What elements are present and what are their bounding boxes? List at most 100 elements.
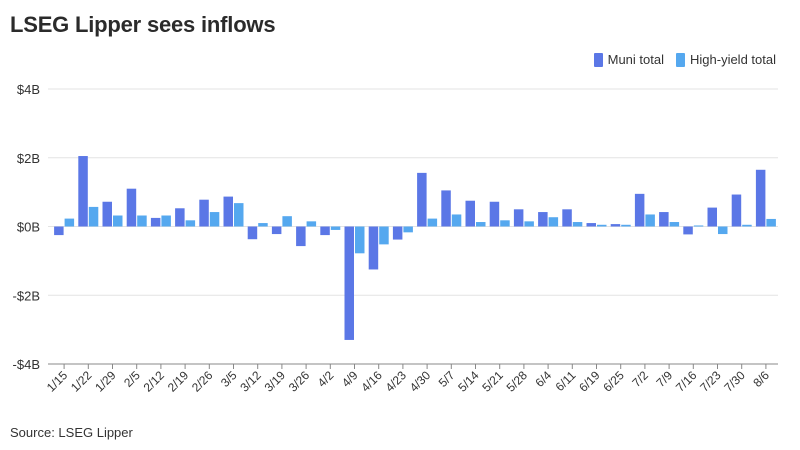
bar-muni-2-19 xyxy=(175,208,185,227)
bar-muni-4-16 xyxy=(368,226,379,270)
bar-muni-5-21 xyxy=(489,201,500,227)
bar-muni-7-9 xyxy=(659,212,669,227)
bar-high-yield-4-30 xyxy=(427,218,438,227)
x-tick-label: 4/16 xyxy=(358,368,385,395)
x-tick-label: 7/2 xyxy=(629,368,651,390)
y-tick-label: $2B xyxy=(17,151,40,166)
y-tick-label: -$2B xyxy=(13,288,40,303)
bar-high-yield-7-2 xyxy=(645,214,655,227)
bar-muni-3-26 xyxy=(296,226,306,247)
legend-label-muni: Muni total xyxy=(607,52,664,67)
x-axis xyxy=(48,363,778,369)
bar-muni-4-9 xyxy=(344,226,354,340)
x-tick-label: 6/11 xyxy=(553,368,579,394)
bar-muni-3-19 xyxy=(271,226,282,235)
legend-item-high-yield: High-yield total xyxy=(676,52,776,67)
bar-muni-5-28 xyxy=(513,209,524,227)
bar-muni-2-12 xyxy=(150,217,161,227)
bar-high-yield-3-12 xyxy=(258,223,268,227)
bar-high-yield-7-30 xyxy=(742,224,752,227)
bar-high-yield-1-22 xyxy=(88,206,99,227)
bar-high-yield-5-21 xyxy=(500,220,510,227)
x-tick-label: 3/12 xyxy=(237,368,264,395)
bar-high-yield-4-2 xyxy=(330,226,341,230)
x-tick-label: 2/5 xyxy=(121,368,143,390)
bar-muni-1-22 xyxy=(78,156,88,227)
x-tick-label: 3/5 xyxy=(218,368,240,390)
legend-swatch-high-yield xyxy=(676,52,685,67)
bar-muni-6-19 xyxy=(586,223,596,227)
chart-title: LSEG Lipper sees inflows xyxy=(10,12,276,37)
x-tick-label: 6/25 xyxy=(600,368,627,395)
x-tick-label: 7/16 xyxy=(673,368,700,395)
bar-muni-6-11 xyxy=(562,209,572,227)
x-tick-label: 5/28 xyxy=(504,368,531,395)
x-tick-label: 4/23 xyxy=(383,368,410,395)
x-tick-label: 4/9 xyxy=(339,368,361,390)
x-tick-label: 1/22 xyxy=(68,368,95,395)
bar-high-yield-7-16 xyxy=(693,225,704,227)
x-tick-label: 7/30 xyxy=(721,368,748,395)
bar-muni-3-5 xyxy=(223,196,233,227)
bar-muni-1-29 xyxy=(102,201,112,227)
x-tick-label: 4/2 xyxy=(315,368,337,390)
bar-high-yield-3-19 xyxy=(282,216,292,227)
y-tick-label: $0B xyxy=(17,220,40,235)
source-note: Source: LSEG Lipper xyxy=(10,425,133,440)
y-axis-ticks: $4B $2B $0B -$2B -$4B xyxy=(13,82,40,372)
bar-high-yield-5-14 xyxy=(476,222,486,227)
legend-label-high-yield: High-yield total xyxy=(690,52,776,67)
bar-muni-2-26 xyxy=(199,199,209,227)
bar-muni-5-7 xyxy=(441,190,451,227)
bar-high-yield-2-19 xyxy=(185,220,196,227)
bar-muni-2-5 xyxy=(126,188,137,227)
bar-muni-4-30 xyxy=(417,172,427,227)
legend-item-muni: Muni total xyxy=(593,52,664,67)
bar-high-yield-2-12 xyxy=(161,215,171,227)
x-tick-label: 6/4 xyxy=(533,368,555,390)
x-tick-label: 2/12 xyxy=(141,368,168,395)
bar-high-yield-8-6 xyxy=(766,218,776,227)
x-tick-label: 3/26 xyxy=(286,368,313,395)
bar-high-yield-2-5 xyxy=(137,215,147,227)
bar-muni-6-4 xyxy=(538,212,548,227)
y-tick-label: $4B xyxy=(17,82,40,97)
bar-high-yield-6-19 xyxy=(597,224,607,227)
bar-high-yield-3-5 xyxy=(234,203,244,227)
bar-muni-8-6 xyxy=(755,169,766,227)
x-axis-ticks: 1/151/221/29 2/52/122/192/26 3/53/123/193/… xyxy=(44,368,772,395)
bar-muni-5-14 xyxy=(465,200,475,227)
bar-muni-6-25 xyxy=(610,224,621,227)
bar-muni-7-23 xyxy=(707,207,717,227)
x-tick-label: 8/6 xyxy=(750,368,772,390)
bars xyxy=(54,156,776,340)
x-tick-label: 4/30 xyxy=(407,368,434,395)
chart-legend: Muni total High-yield total xyxy=(593,52,776,67)
bar-high-yield-1-29 xyxy=(113,215,123,227)
x-tick-label: 7/9 xyxy=(654,368,676,390)
bar-muni-1-15 xyxy=(54,226,64,236)
bar-muni-7-16 xyxy=(683,226,693,235)
x-tick-label: 5/21 xyxy=(479,368,506,395)
x-tick-label: 1/29 xyxy=(92,368,119,395)
x-tick-label: 2/19 xyxy=(165,368,192,395)
bar-high-yield-7-23 xyxy=(718,226,728,235)
bar-high-yield-4-16 xyxy=(379,226,389,245)
legend-swatch-muni xyxy=(593,52,603,67)
bar-high-yield-2-26 xyxy=(209,212,220,227)
x-tick-label: 6/19 xyxy=(576,368,603,395)
bar-high-yield-6-11 xyxy=(572,222,583,227)
x-tick-label: 3/19 xyxy=(262,368,289,395)
bar-muni-7-2 xyxy=(634,193,645,227)
bar-muni-4-23 xyxy=(392,226,403,240)
bar-high-yield-3-26 xyxy=(306,221,317,227)
bar-high-yield-7-9 xyxy=(669,222,680,227)
x-tick-label: 1/15 xyxy=(44,368,71,395)
x-tick-label: 5/14 xyxy=(455,368,482,395)
bar-high-yield-5-7 xyxy=(451,214,462,227)
bar-muni-7-30 xyxy=(731,194,742,227)
bar-high-yield-5-28 xyxy=(524,221,534,227)
bar-high-yield-6-25 xyxy=(621,224,631,227)
x-tick-label: 5/7 xyxy=(436,368,458,390)
